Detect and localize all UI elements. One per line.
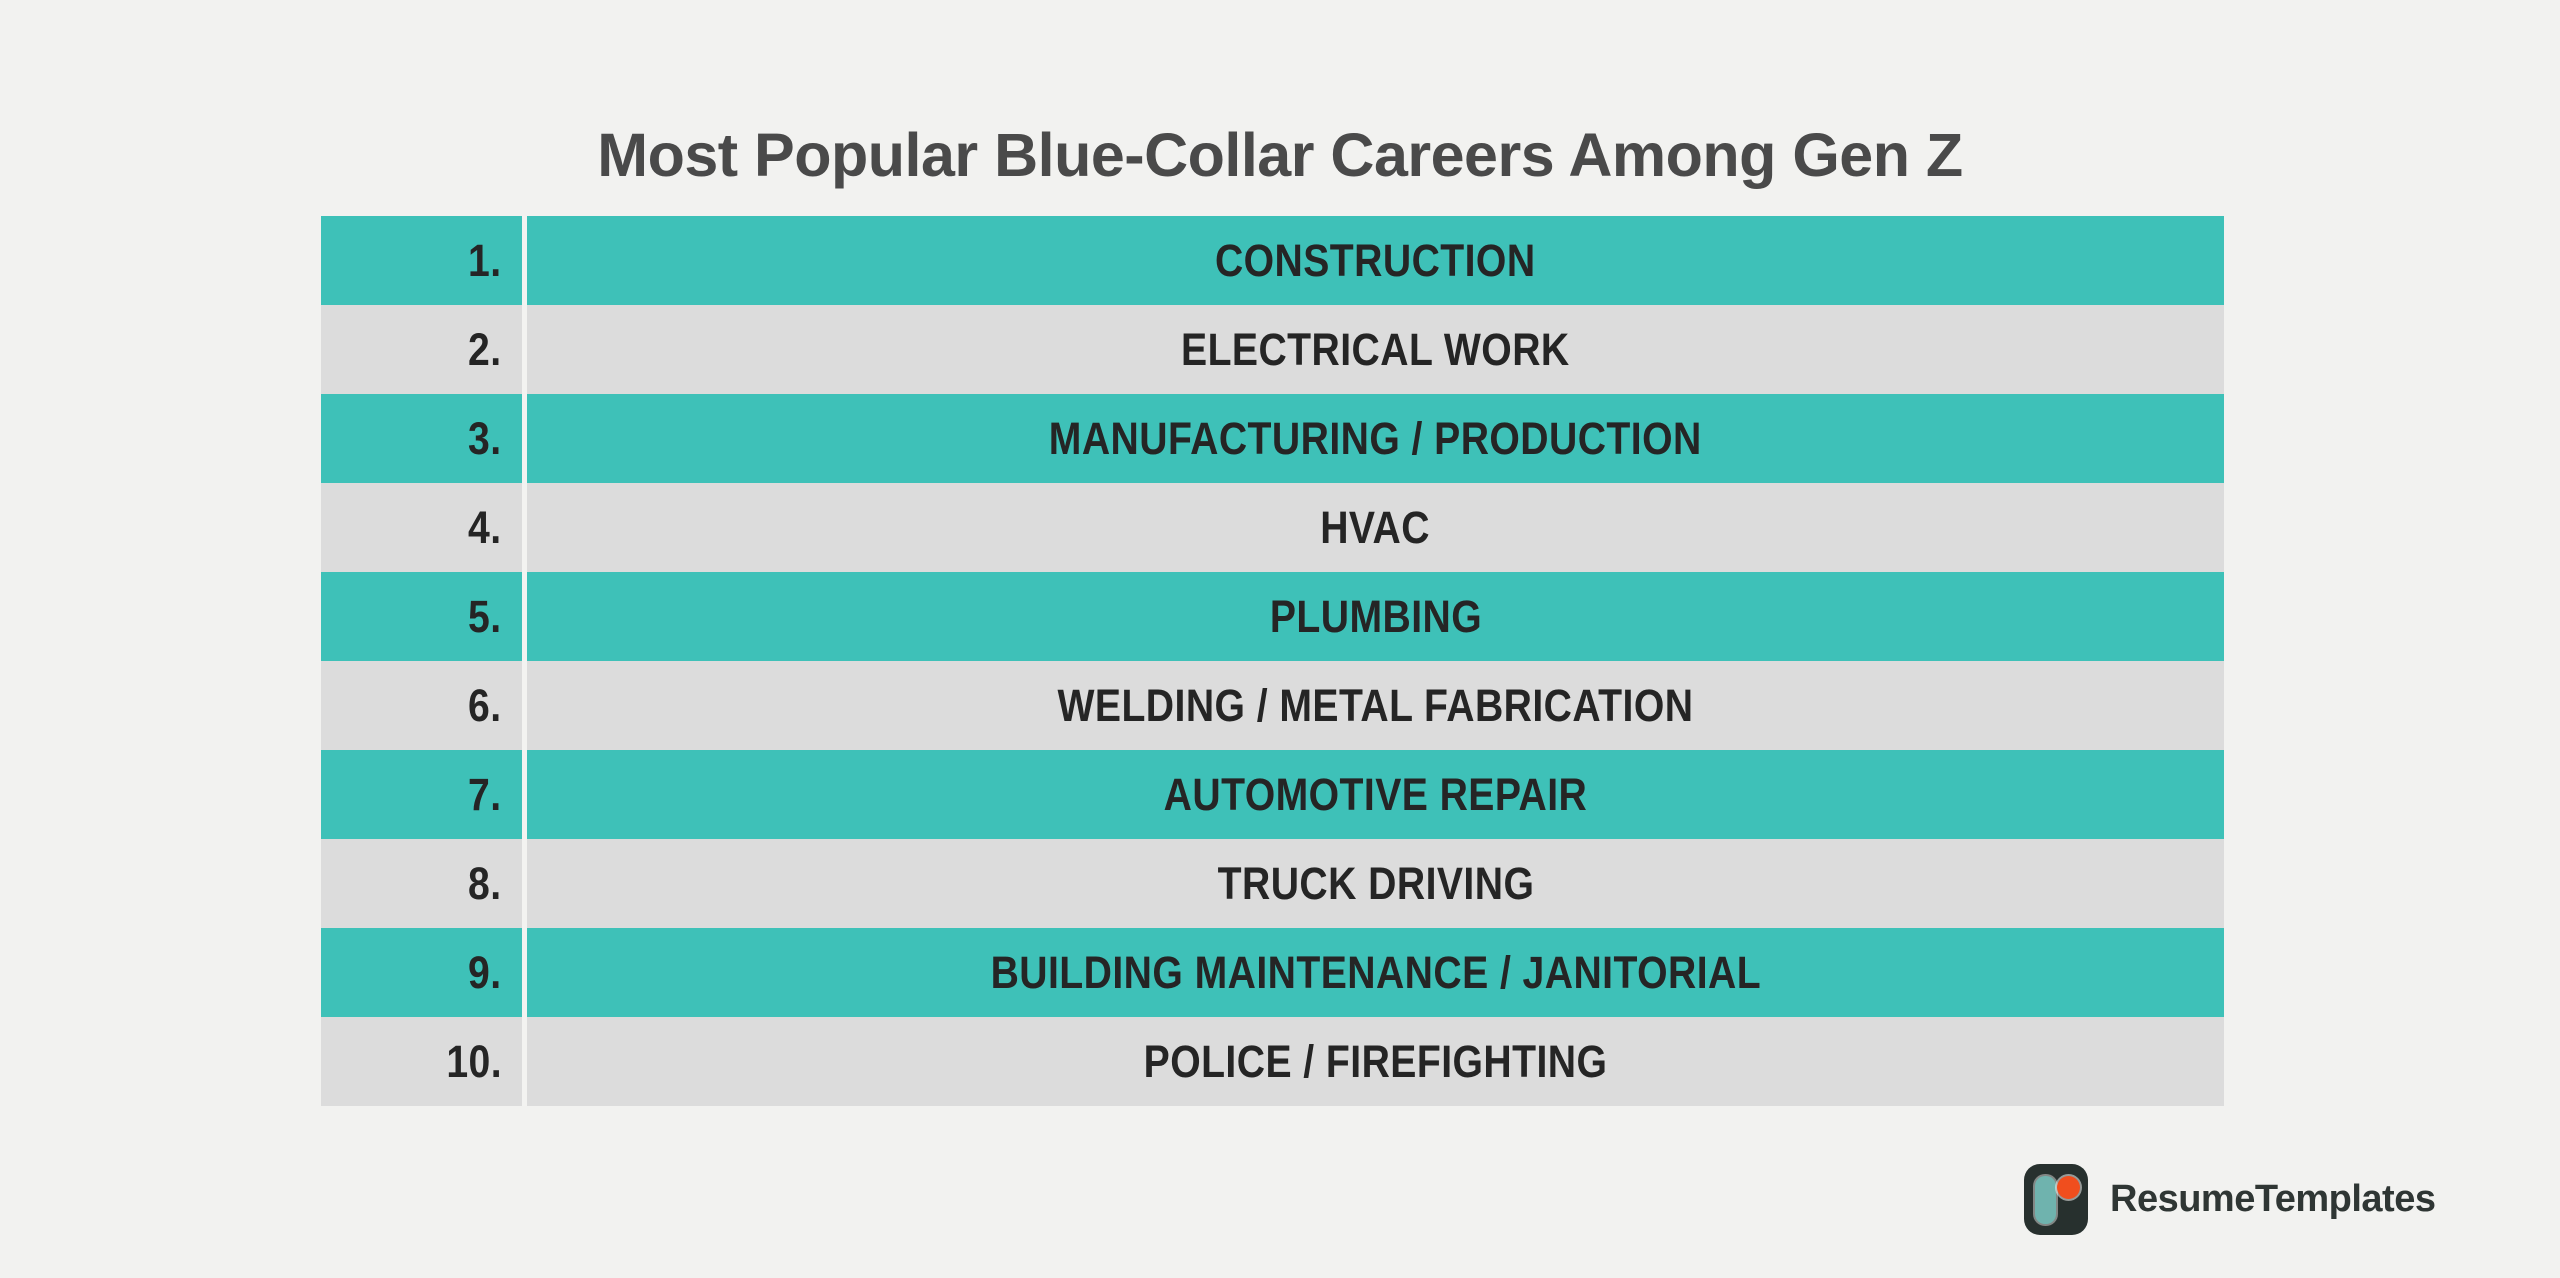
- rank-number: 9.: [468, 946, 502, 998]
- table-row: 2. ELECTRICAL WORK: [321, 305, 2224, 394]
- table-row: 10. POLICE / FIREFIGHTING: [321, 1017, 2224, 1106]
- career-cell: BUILDING MAINTENANCE / JANITORIAL: [527, 928, 2224, 1017]
- career-label: PLUMBING: [1269, 590, 1482, 642]
- career-cell: CONSTRUCTION: [527, 216, 2224, 305]
- career-label: BUILDING MAINTENANCE / JANITORIAL: [990, 946, 1761, 998]
- column-divider: [522, 1017, 527, 1106]
- rank-number: 8.: [468, 857, 502, 909]
- career-label: CONSTRUCTION: [1215, 234, 1536, 286]
- column-divider: [522, 483, 527, 572]
- career-label: MANUFACTURING / PRODUCTION: [1049, 412, 1702, 464]
- rank-cell: 7.: [321, 750, 522, 839]
- column-divider: [522, 394, 527, 483]
- table-row: 8. TRUCK DRIVING: [321, 839, 2224, 928]
- rank-cell: 6.: [321, 661, 522, 750]
- table-row: 4. HVAC: [321, 483, 2224, 572]
- career-cell: POLICE / FIREFIGHTING: [527, 1017, 2224, 1106]
- career-label: TRUCK DRIVING: [1217, 857, 1534, 909]
- table-row: 3. MANUFACTURING / PRODUCTION: [321, 394, 2224, 483]
- rank-number: 1.: [468, 234, 502, 286]
- footer-brand: ResumeTemplates: [2024, 1164, 2436, 1235]
- career-cell: PLUMBING: [527, 572, 2224, 661]
- column-divider: [522, 216, 527, 305]
- column-divider: [522, 661, 527, 750]
- rank-cell: 8.: [321, 839, 522, 928]
- table-row: 6. WELDING / METAL FABRICATION: [321, 661, 2224, 750]
- rank-number: 10.: [446, 1035, 502, 1087]
- career-cell: ELECTRICAL WORK: [527, 305, 2224, 394]
- column-divider: [522, 750, 527, 839]
- rank-number: 7.: [468, 768, 502, 820]
- rank-cell: 3.: [321, 394, 522, 483]
- column-divider: [522, 928, 527, 1017]
- career-label: HVAC: [1320, 501, 1431, 553]
- career-cell: AUTOMOTIVE REPAIR: [527, 750, 2224, 839]
- column-divider: [522, 305, 527, 394]
- rank-number: 2.: [468, 323, 502, 375]
- logo-bar-shape: [2035, 1176, 2056, 1224]
- career-cell: WELDING / METAL FABRICATION: [527, 661, 2224, 750]
- career-cell: MANUFACTURING / PRODUCTION: [527, 394, 2224, 483]
- rank-cell: 5.: [321, 572, 522, 661]
- career-cell: TRUCK DRIVING: [527, 839, 2224, 928]
- career-label: ELECTRICAL WORK: [1181, 323, 1570, 375]
- rank-cell: 1.: [321, 216, 522, 305]
- page-title: Most Popular Blue-Collar Careers Among G…: [597, 120, 1963, 189]
- rank-cell: 2.: [321, 305, 522, 394]
- table-row: 1. CONSTRUCTION: [321, 216, 2224, 305]
- brand-name: ResumeTemplates: [2110, 1178, 2436, 1220]
- rank-number: 6.: [468, 679, 502, 731]
- career-label: AUTOMOTIVE REPAIR: [1163, 768, 1588, 820]
- rank-cell: 4.: [321, 483, 522, 572]
- rank-cell: 9.: [321, 928, 522, 1017]
- rank-number: 4.: [468, 501, 502, 553]
- career-label: WELDING / METAL FABRICATION: [1057, 679, 1694, 731]
- table-row: 5. PLUMBING: [321, 572, 2224, 661]
- table-row: 9. BUILDING MAINTENANCE / JANITORIAL: [321, 928, 2224, 1017]
- rank-number: 5.: [468, 590, 502, 642]
- table-row: 7. AUTOMOTIVE REPAIR: [321, 750, 2224, 839]
- rank-number: 3.: [468, 412, 502, 464]
- resumetemplates-logo-icon: [2024, 1164, 2088, 1235]
- logo-dot-shape: [2057, 1176, 2080, 1199]
- column-divider: [522, 839, 527, 928]
- career-cell: HVAC: [527, 483, 2224, 572]
- career-label: POLICE / FIREFIGHTING: [1143, 1035, 1608, 1087]
- ranking-table: 1. CONSTRUCTION 2. ELECTRICAL WORK 3. MA…: [321, 216, 2224, 1106]
- column-divider: [522, 572, 527, 661]
- rank-cell: 10.: [321, 1017, 522, 1106]
